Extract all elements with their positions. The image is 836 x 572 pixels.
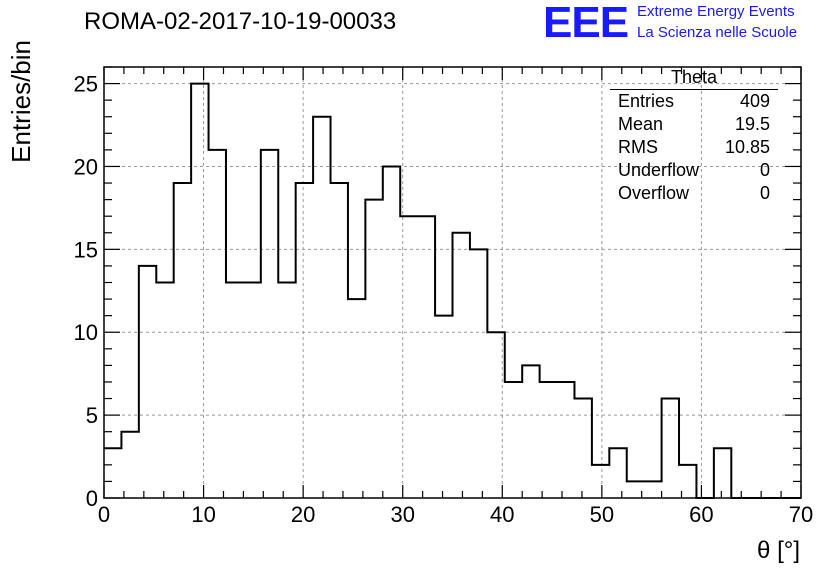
- histogram-bin: [470, 249, 487, 498]
- y-tick-label: 25: [74, 72, 98, 97]
- histogram-bin: [644, 481, 661, 498]
- stats-row-value: 0: [759, 183, 770, 203]
- histogram-bin: [418, 216, 435, 498]
- stats-row-value: 0: [759, 160, 770, 180]
- stats-row-value: 409: [739, 91, 770, 111]
- stats-row: Entries 409: [610, 90, 778, 113]
- histogram-bin: [505, 382, 522, 498]
- stats-row-label: Mean: [618, 114, 664, 134]
- stats-box: Theta Entries 409 Mean 19.5 RMS 10.85 Underflo…: [610, 66, 778, 205]
- histogram-bin: [592, 465, 609, 498]
- x-axis-label: θ [°]: [757, 537, 800, 564]
- stats-row-value: 19.5: [734, 114, 770, 134]
- stats-row-label: RMS: [618, 137, 658, 157]
- histogram-bin: [453, 233, 470, 498]
- histogram-bin: [139, 266, 156, 498]
- histogram-bin: [540, 382, 557, 498]
- histogram-bin: [313, 117, 330, 498]
- y-tick-label: 15: [74, 237, 98, 262]
- y-tick-label: 20: [74, 154, 98, 179]
- stats-row: RMS 10.85: [610, 136, 778, 159]
- stats-row: Overflow 0: [610, 182, 778, 205]
- y-tick-label: 10: [74, 320, 98, 345]
- axis-ticks: [103, 66, 802, 499]
- y-axis-label: Entries/bin: [6, 40, 36, 163]
- histogram-bin: [296, 183, 313, 498]
- histogram-bin: [226, 283, 243, 499]
- x-tick-label: 60: [689, 502, 713, 527]
- stats-row-label: Overflow: [618, 183, 690, 203]
- x-tick-label: 20: [291, 502, 315, 527]
- histogram-bin: [331, 183, 348, 498]
- histogram-bin: [209, 150, 226, 498]
- histogram-bin: [383, 166, 400, 498]
- logo-line-1: Extreme Energy Events: [637, 3, 795, 20]
- histogram-bin: [278, 283, 295, 499]
- x-tick-label: 40: [490, 502, 514, 527]
- histogram-bin: [574, 399, 591, 498]
- histogram-bin: [609, 448, 626, 498]
- stats-rows: Entries 409 Mean 19.5 RMS 10.85 Underflow 0 Over…: [610, 90, 778, 205]
- histogram-bin: [261, 150, 278, 498]
- histogram-bin: [435, 316, 452, 498]
- histogram-bin: [243, 283, 260, 499]
- chart-title: ROMA-02-2017-10-19-00033: [84, 8, 397, 35]
- tick-labels: 0 10 20 30 40 50 60 70 0 5 10 15 20 25: [74, 72, 814, 527]
- stats-row-label: Underflow: [618, 160, 700, 180]
- histogram-bin: [156, 283, 173, 499]
- x-tick-label: 30: [390, 502, 414, 527]
- histogram-series: [104, 82, 801, 499]
- logo-line-2: La Scienza nelle Scuole: [637, 24, 798, 41]
- histogram-bin: [714, 448, 731, 498]
- histogram-bin: [557, 382, 574, 498]
- histogram-bin: [662, 399, 679, 498]
- eee-logo: EEE: [543, 0, 629, 47]
- x-tick-label: 0: [98, 502, 110, 527]
- histogram-bin: [365, 200, 382, 498]
- histogram-outline: [104, 82, 801, 499]
- stats-row: Mean 19.5: [610, 113, 778, 136]
- histogram-bin: [522, 365, 539, 498]
- stats-row-value: 10.85: [724, 137, 770, 157]
- stats-name: Theta: [610, 66, 778, 90]
- stats-row-label: Entries: [618, 91, 675, 111]
- stats-row: Underflow 0: [610, 159, 778, 182]
- x-tick-label: 70: [789, 502, 813, 527]
- histogram-bin: [104, 448, 121, 498]
- x-tick-label: 10: [191, 502, 215, 527]
- x-tick-label: 50: [590, 502, 614, 527]
- histogram-bin: [191, 84, 208, 498]
- y-tick-label: 5: [86, 403, 98, 428]
- histogram-bin: [348, 299, 365, 498]
- histogram-bin: [174, 183, 191, 498]
- y-tick-label: 0: [86, 486, 98, 511]
- histogram-bin: [121, 432, 138, 498]
